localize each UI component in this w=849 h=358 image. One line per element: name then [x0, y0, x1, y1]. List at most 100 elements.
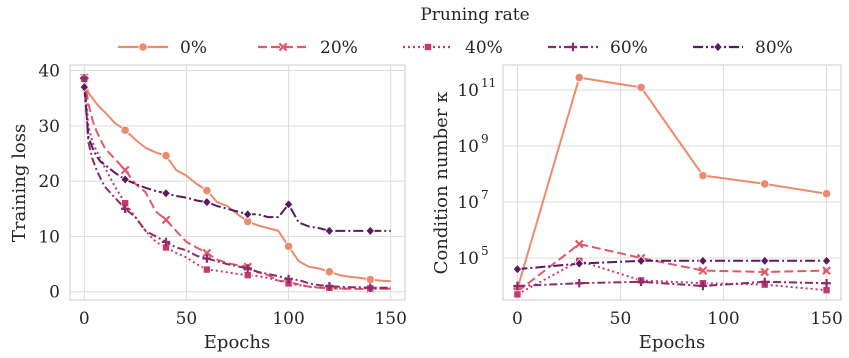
data-point-80-left: [324, 225, 335, 237]
x-tick-label-right: 0: [512, 309, 523, 329]
data-point-40-left: [202, 265, 211, 274]
y-tick-label-right: 10: [457, 249, 479, 269]
x-tick-label-left: 100: [272, 309, 304, 329]
data-point-60-left: [366, 283, 375, 293]
data-point-80-right: [698, 255, 708, 267]
x-tick-label-right: 100: [707, 309, 739, 329]
data-point-80-left: [365, 225, 376, 237]
series-line-0-right: [516, 76, 827, 290]
legend-label-0: 0%: [180, 38, 207, 58]
data-point-60-right: [575, 279, 584, 288]
series-line-60-right: [517, 280, 827, 287]
plot-area-right: [502, 64, 842, 301]
data-point-0-right: [821, 189, 832, 199]
data-point-80-left: [120, 174, 130, 185]
data-point-20-left: [161, 215, 171, 225]
data-point-20-left: [202, 248, 212, 258]
y-axis-label-right: Condition number κ: [431, 91, 452, 274]
data-point-0-left: [324, 267, 335, 277]
data-point-60-left: [202, 254, 212, 263]
data-point-80-right: [760, 255, 770, 267]
data-point-60-left: [284, 274, 293, 284]
series-line-80-right: [517, 259, 827, 271]
data-point-80-left: [202, 196, 212, 208]
data-point-60-right: [513, 281, 522, 291]
data-point-0-left: [365, 274, 375, 285]
y-tick-exponent-right: 5: [481, 244, 489, 258]
legend-label-80: 80%: [755, 38, 793, 58]
legend-marker-60: [568, 42, 578, 52]
x-tick-label-left: 0: [79, 309, 90, 329]
y-tick-label-left: 20: [38, 172, 60, 192]
y-tick-label-left: 30: [38, 117, 60, 137]
data-point-40-right: [822, 286, 831, 295]
x-tick-label-right: 150: [810, 309, 842, 329]
data-point-0-right: [636, 82, 646, 92]
data-point-80-left: [283, 199, 294, 210]
data-point-60-left: [120, 204, 130, 213]
data-point-20-right: [822, 266, 831, 276]
data-point-0-right: [698, 170, 708, 181]
x-axis-label-left: Epochs: [204, 332, 270, 353]
data-point-0-left: [283, 241, 294, 251]
series-left: [79, 73, 391, 294]
legend-label-60: 60%: [610, 38, 648, 58]
y-tick-label-left: 40: [38, 62, 60, 82]
y-tick-exponent-right: 11: [481, 76, 496, 90]
y-tick-label-right: 10: [457, 137, 479, 157]
legend-items: 0% 20% 40% 60% 80%: [118, 38, 793, 58]
legend-label-40: 40%: [465, 38, 503, 58]
data-point-20-left: [120, 165, 130, 175]
y-tick-label-left: 10: [38, 227, 60, 247]
legend-marker-20: [278, 42, 288, 52]
x-axis-label-right: Epochs: [639, 332, 705, 353]
data-point-80-right: [512, 264, 523, 275]
legend-marker-0: [138, 42, 148, 52]
data-point-80-right: [574, 258, 584, 269]
series-line-0-left: [83, 78, 391, 283]
data-point-80-left: [242, 209, 253, 220]
data-point-80-left: [161, 188, 171, 199]
data-point-20-right: [698, 266, 708, 276]
legend: Pruning rate 0% 20% 40% 60% 80%: [118, 5, 793, 58]
series-line-20-right: [516, 243, 827, 293]
x-tick-label-left: 50: [176, 309, 198, 329]
series-line-40-right: [516, 259, 827, 296]
x-tick-label-right: 50: [610, 309, 632, 329]
data-point-20-right: [760, 267, 770, 277]
data-point-20-right: [574, 239, 584, 249]
data-point-60-right: [636, 277, 646, 287]
legend-marker-80: [713, 41, 723, 53]
grid-left: [70, 65, 405, 300]
data-point-0-right: [574, 72, 584, 83]
y-tick-exponent-right: 7: [481, 188, 489, 202]
data-point-80-left: [79, 81, 90, 93]
y-axis-label-left: Training loss: [9, 124, 30, 242]
training-loss-chart: 0 50 100 150 0 10 20 30 40 Epochs Training loss: [9, 62, 407, 353]
legend-label-20: 20%: [320, 38, 358, 58]
data-point-0-left: [161, 151, 171, 161]
data-point-60-right: [698, 281, 708, 291]
data-point-40-right: [513, 290, 522, 299]
series-line-40-left: [83, 78, 391, 290]
ticks-left: 0 50 100 150 0 10 20 30 40: [38, 62, 407, 329]
y-tick-label-left: 0: [49, 283, 60, 303]
x-tick-label-left: 150: [374, 309, 406, 329]
legend-marker-40: [423, 43, 432, 52]
data-point-80-right: [636, 255, 646, 267]
data-point-60-left: [161, 237, 171, 247]
legend-title: Pruning rate: [420, 5, 529, 25]
data-point-60-left: [325, 281, 334, 291]
data-point-0-right: [760, 179, 770, 189]
y-tick-label-right: 10: [457, 81, 479, 101]
data-point-60-right: [760, 277, 769, 287]
data-point-60-left: [243, 264, 252, 273]
data-point-80-right: [821, 255, 832, 267]
y-tick-label-right: 10: [457, 193, 479, 213]
series-right: [512, 72, 832, 299]
series-line-60-left: [83, 78, 391, 289]
data-point-60-right: [822, 279, 831, 288]
